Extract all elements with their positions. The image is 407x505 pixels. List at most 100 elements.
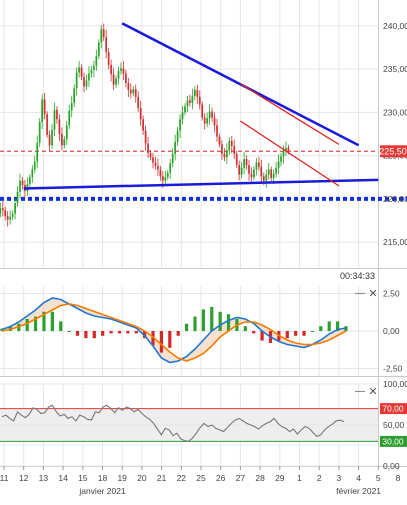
x-tick-label: 8	[396, 473, 401, 483]
macd-histogram-bar	[50, 311, 54, 331]
candle-body	[19, 180, 21, 192]
macd-histogram-bar	[327, 321, 331, 331]
rsi-tick-label: 0,00	[383, 461, 400, 471]
macd-histogram-bar	[92, 331, 96, 339]
candle-body	[107, 51, 110, 65]
macd-histogram-bar	[33, 316, 38, 331]
macd-histogram-bar	[17, 323, 21, 331]
candle-body	[208, 111, 211, 119]
candle-body	[73, 88, 76, 103]
rsi-collapse-button[interactable]: —	[355, 386, 365, 397]
price-tick-label: 240,00	[383, 21, 407, 31]
candle-body	[122, 68, 125, 74]
candle-body	[258, 162, 260, 167]
macd-controls: — ✕	[355, 288, 378, 300]
macd-histogram-bar	[336, 321, 340, 331]
price-tick-label: 230,00	[383, 107, 407, 117]
candle-body	[230, 140, 233, 147]
candle-body	[97, 42, 100, 57]
candle-body	[184, 106, 186, 113]
candle-body	[176, 130, 179, 142]
candle-body	[238, 165, 241, 175]
macd-collapse-button[interactable]: —	[355, 288, 365, 299]
candle-body	[125, 73, 127, 83]
macd-histogram-bar	[67, 331, 71, 332]
macd-histogram-bar	[285, 331, 289, 339]
candle-body	[154, 162, 157, 166]
candle-body	[142, 119, 144, 131]
rsi-controls: — ✕	[355, 386, 378, 398]
candle-body	[174, 141, 177, 154]
price-tick-label: 215,00	[383, 237, 407, 247]
candle-body	[171, 153, 174, 164]
macd-histogram-bar	[109, 331, 113, 334]
macd-close-button[interactable]: ✕	[368, 288, 377, 300]
trendline-upper_red	[240, 83, 340, 145]
price-tick-label: 220,00	[383, 194, 407, 204]
rsi-close-button[interactable]: ✕	[368, 386, 377, 398]
price-tag-text: 225,50	[379, 146, 407, 156]
x-tick-label: 13	[39, 473, 49, 483]
candle-body	[223, 153, 226, 158]
rsi-upper-tag: 70,00	[382, 404, 404, 414]
candle-body	[56, 109, 58, 120]
x-tick-label: 25	[196, 473, 206, 483]
candle-body	[68, 110, 71, 126]
candle-body	[137, 96, 140, 109]
candle-body	[31, 169, 34, 178]
candle-body	[181, 112, 184, 120]
candle-body	[112, 74, 115, 85]
candle-body	[225, 150, 228, 158]
macd-histogram-bar	[218, 311, 222, 331]
candle-body	[179, 119, 181, 131]
candle-body	[157, 165, 159, 170]
x-tick-label: 11	[0, 473, 9, 483]
candle-body	[159, 169, 162, 177]
macd-histogram-bar	[159, 331, 164, 353]
rsi-tick-label: 50,00	[383, 420, 405, 430]
macd-tick-label: -2,50	[383, 364, 403, 374]
candle-body	[110, 64, 112, 75]
macd-histogram-bar	[126, 331, 130, 334]
candle-body	[6, 216, 9, 220]
rsi-upper-tag-background	[380, 403, 407, 415]
macd-histogram-bar	[151, 331, 155, 346]
candle-body	[65, 125, 68, 140]
x-tick-label: 26	[216, 473, 226, 483]
candle-body	[228, 140, 231, 151]
macd-histogram-bar	[243, 326, 247, 331]
candle-body	[80, 67, 83, 77]
trendline-lower	[23, 178, 379, 190]
time-axis: 11 12 13 14 15 18 19 20 21 22 25 26 27 28 29 1 2 3 4 5 8janv…	[0, 466, 401, 496]
rsi-panel: 0,00 50,00 100,00	[0, 379, 407, 471]
x-tick-label: 4	[356, 473, 361, 483]
candle-body	[134, 89, 137, 97]
candle-body	[70, 102, 73, 111]
candle-body	[203, 117, 206, 124]
price-tick-label: 235,00	[383, 64, 407, 74]
candle-body	[93, 65, 95, 71]
candle-body	[85, 80, 88, 87]
candle-body	[275, 167, 277, 174]
candle-body	[216, 125, 218, 137]
candle-body	[48, 134, 51, 146]
macd-histogram-bar	[84, 331, 88, 339]
candle-body	[193, 89, 196, 96]
macd-histogram-bar	[260, 331, 264, 341]
macd-tick-label: 2,50	[383, 289, 400, 299]
macd-histogram-bar	[25, 319, 29, 331]
price-tag: 225,50	[379, 145, 407, 158]
candle-body	[198, 96, 201, 105]
macd-histogram-bar	[75, 331, 80, 336]
macd-histogram-bar	[59, 321, 63, 331]
candle-body	[213, 117, 216, 126]
candle-body	[282, 150, 285, 157]
candle-body	[132, 89, 135, 94]
rsi-band-tags: 70,00 30,00	[380, 403, 407, 447]
timestamp: 00:34:33	[340, 271, 375, 281]
macd-histogram-bar	[42, 311, 46, 331]
candle-body	[28, 177, 31, 185]
candle-body	[218, 136, 221, 145]
candle-body	[161, 176, 164, 181]
month-label: janvier 2021	[78, 486, 126, 496]
